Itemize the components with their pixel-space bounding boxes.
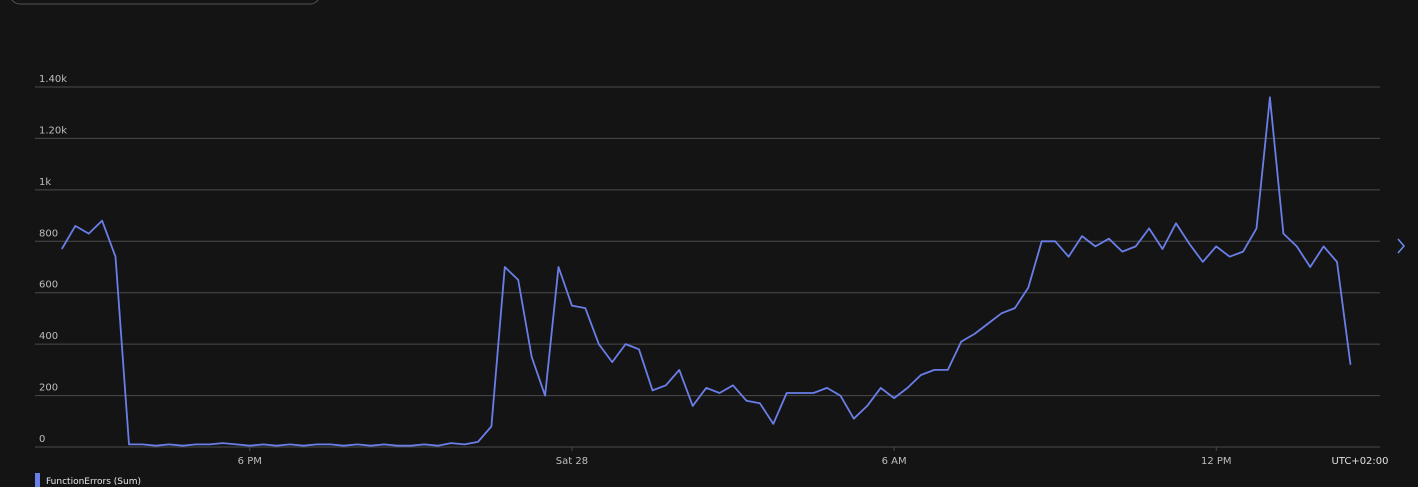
x-tick-label: 12 PM: [1201, 456, 1232, 467]
y-tick-label: 0: [39, 434, 45, 445]
series-line: [61, 96, 1352, 447]
legend-label: FunctionErrors (Sum): [46, 477, 141, 487]
time-range-box[interactable]: [10, 0, 320, 5]
y-tick-label: 800: [39, 228, 58, 239]
y-tick-label: 1k: [39, 177, 51, 188]
y-tick-label: 600: [39, 280, 58, 291]
next-arrow[interactable]: [1397, 238, 1405, 254]
timezone-label: UTC+02:00: [1331, 456, 1388, 467]
y-tick-label: 1.40k: [39, 74, 67, 85]
x-tick-label: Sat 28: [556, 456, 588, 467]
y-tick-label: 1.20k: [39, 125, 67, 136]
x-tick-label: 6 AM: [882, 456, 907, 467]
legend-swatch: [35, 473, 40, 487]
y-tick-label: 200: [39, 383, 58, 394]
y-tick-label: 400: [39, 331, 58, 342]
x-tick-label: 6 PM: [238, 456, 262, 467]
